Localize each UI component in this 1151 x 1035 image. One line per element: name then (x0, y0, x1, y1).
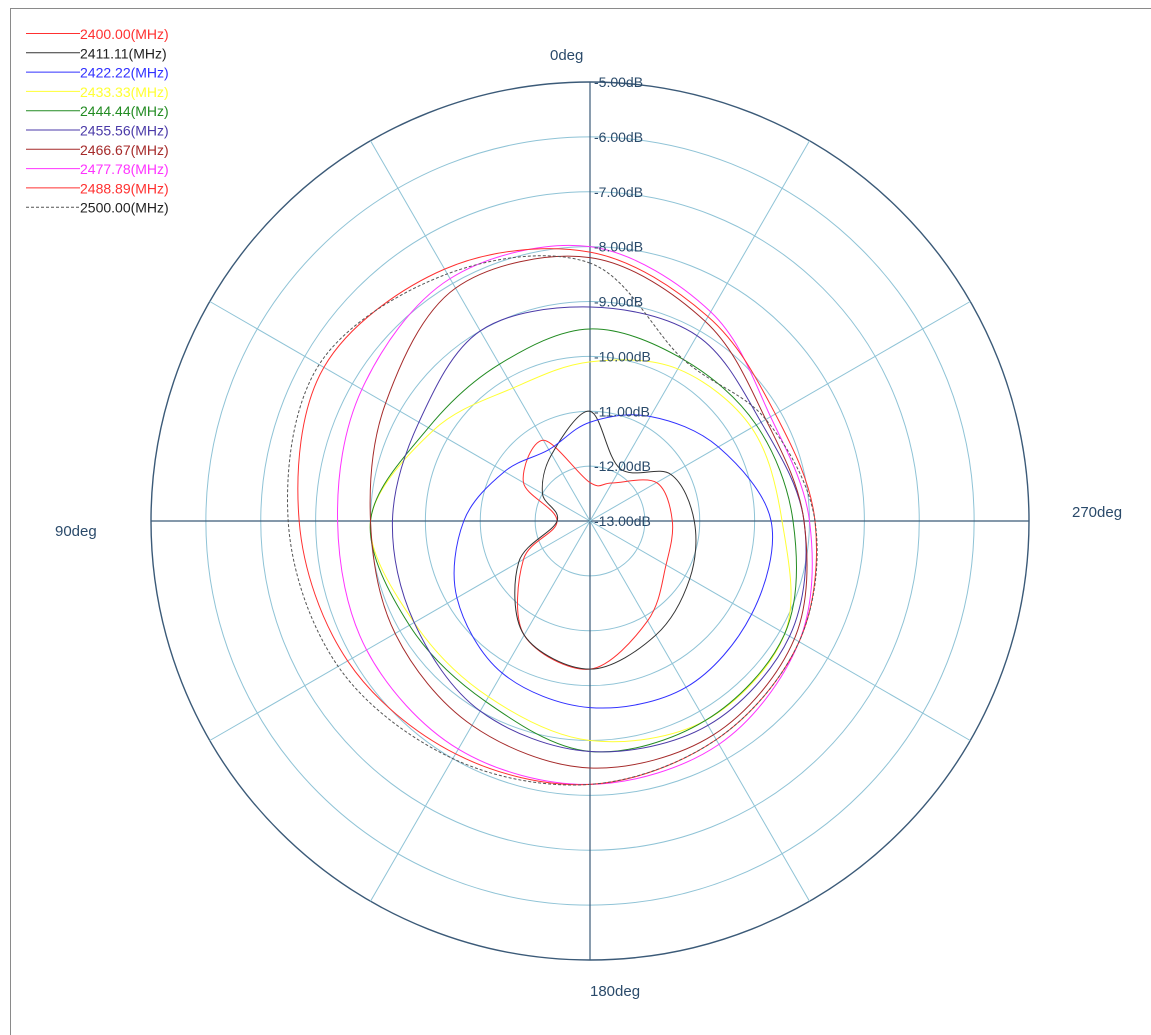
legend-item: 2477.78(MHz) (26, 161, 169, 177)
legend-label: 2411.11(MHz) (80, 45, 167, 61)
angle-label-270: 270deg (1072, 504, 1122, 521)
series-trace-3 (453, 414, 774, 709)
radial-tick-label: -6.00dB (594, 129, 643, 145)
radial-tick-label: -7.00dB (594, 184, 643, 200)
legend-item: 2444.44(MHz) (26, 103, 169, 119)
legend-item: 2411.11(MHz) (26, 45, 167, 61)
grid-spoke (589, 520, 810, 902)
legend: 2400.00(MHz) 2411.11(MHz) 2422.22(MHz) 2433… (26, 26, 169, 216)
grid-spoke (589, 301, 971, 522)
legend-item: 2488.89(MHz) (26, 180, 169, 196)
grid-spoke (589, 520, 971, 741)
radial-tick-label: -8.00dB (594, 239, 643, 255)
series-trace-9 (297, 248, 817, 786)
legend-label: 2400.00(MHz) (80, 26, 169, 42)
series-trace-7 (369, 255, 808, 769)
grid-spoke (589, 140, 810, 522)
radial-tick-label: -13.00dB (594, 513, 651, 529)
radial-tick-label: -10.00dB (594, 348, 651, 364)
angle-label-180: 180deg (590, 983, 640, 1000)
legend-label: 2500.00(MHz) (80, 200, 169, 216)
polar-grid (150, 81, 1030, 961)
frame-border-top (10, 8, 1151, 9)
radial-tick-label: -11.00dB (594, 403, 650, 419)
legend-label: 2477.78(MHz) (80, 161, 169, 177)
legend-label: 2466.67(MHz) (80, 142, 169, 158)
legend-label: 2488.89(MHz) (80, 180, 169, 196)
legend-label: 2422.22(MHz) (80, 65, 169, 81)
legend-item: 2466.67(MHz) (26, 142, 169, 158)
series-trace-6 (391, 306, 807, 753)
legend-label: 2433.33(MHz) (80, 84, 169, 100)
frame-border-left (10, 8, 11, 1035)
series-traces (287, 244, 818, 786)
legend-item: 2500.00(MHz) (26, 200, 169, 216)
series-trace-2 (514, 410, 697, 670)
legend-item: 2455.56(MHz) (26, 123, 169, 139)
legend-label: 2455.56(MHz) (80, 123, 169, 139)
angle-label-0: 0deg (550, 47, 583, 64)
radial-tick-labels: -5.00dB -6.00dB -7.00dB -8.00dB -9.00dB -10.0… (594, 74, 651, 529)
series-trace-8 (337, 244, 813, 785)
legend-item: 2433.33(MHz) (26, 84, 169, 100)
radial-tick-label: -12.00dB (594, 458, 651, 474)
angle-label-90: 90deg (55, 523, 97, 540)
grid-spoke (209, 301, 591, 522)
series-trace-4 (369, 359, 792, 743)
legend-label: 2444.44(MHz) (80, 103, 169, 119)
grid-spoke (209, 520, 591, 741)
radial-tick-label: -5.00dB (594, 74, 643, 90)
angle-labels: 0deg 90deg 180deg 270deg (55, 47, 1122, 1000)
radial-tick-label: -9.00dB (594, 294, 643, 310)
series-trace-10 (287, 255, 818, 786)
legend-item: 2400.00(MHz) (26, 26, 169, 42)
legend-item: 2422.22(MHz) (26, 65, 169, 81)
